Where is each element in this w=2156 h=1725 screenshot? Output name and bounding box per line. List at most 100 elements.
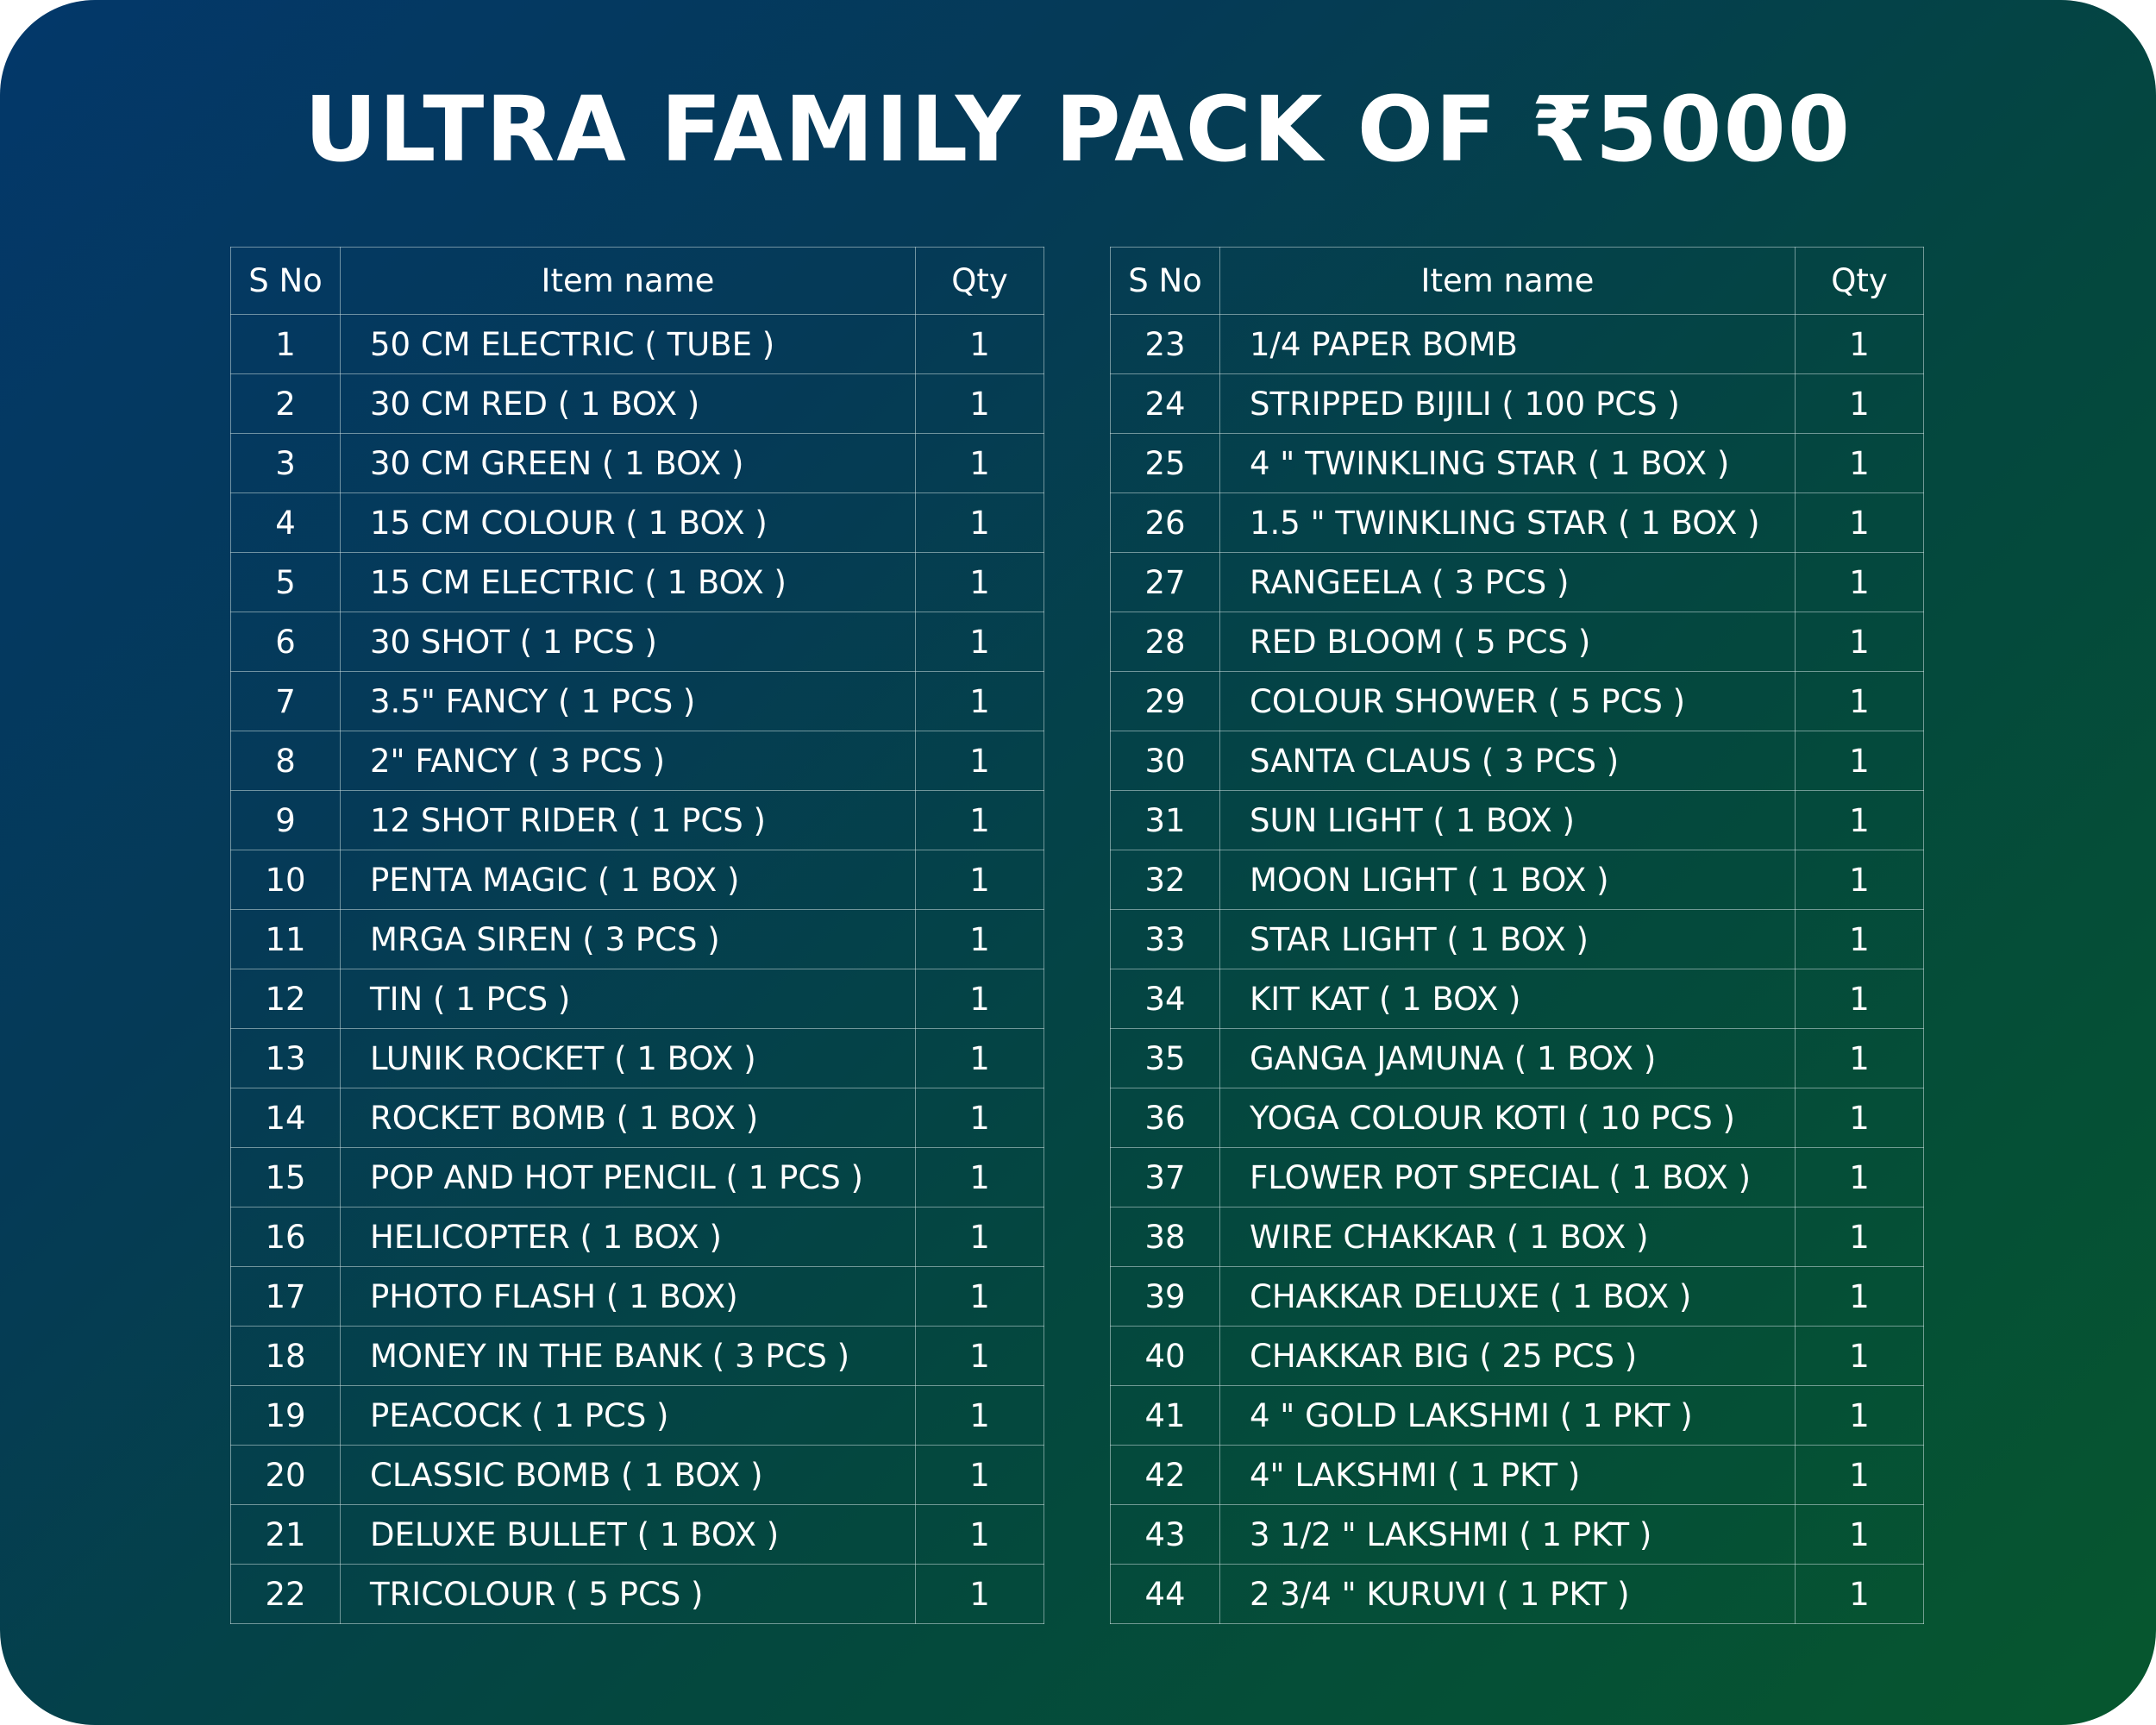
row-qty: 1 [915, 314, 1044, 374]
row-sno: 1 [230, 314, 341, 374]
table-row: 17 PHOTO FLASH ( 1 BOX) 1 [230, 1266, 1044, 1327]
row-qty: 1 [915, 1207, 1044, 1267]
items-table-right-body: 23 1/4 PAPER BOMB 1 24 STRIPPED BIJILI ( 100… [1110, 314, 1924, 1624]
row-sno: 43 [1110, 1504, 1220, 1565]
row-qty: 1 [915, 671, 1044, 731]
table-row: 34 KIT KAT ( 1 BOX ) 1 [1110, 969, 1924, 1029]
row-item-name: MRGA SIREN ( 3 PCS ) [340, 909, 916, 969]
table-row: 1 50 CM ELECTRIC ( TUBE ) 1 [230, 314, 1044, 374]
row-item-name: CHAKKAR DELUXE ( 1 BOX ) [1219, 1266, 1796, 1327]
row-qty: 1 [1795, 969, 1924, 1029]
row-qty: 1 [1795, 850, 1924, 910]
row-qty: 1 [915, 373, 1044, 434]
table-row: 26 1.5 " TWINKLING STAR ( 1 BOX ) 1 [1110, 492, 1924, 553]
row-item-name: 30 SHOT ( 1 PCS ) [340, 612, 916, 672]
row-item-name: PENTA MAGIC ( 1 BOX ) [340, 850, 916, 910]
row-sno: 42 [1110, 1445, 1220, 1505]
table-row: 4 15 CM COLOUR ( 1 BOX ) 1 [230, 492, 1044, 553]
row-item-name: SUN LIGHT ( 1 BOX ) [1219, 790, 1796, 850]
table-row: 13 LUNIK ROCKET ( 1 BOX ) 1 [230, 1028, 1044, 1088]
row-item-name: 15 CM ELECTRIC ( 1 BOX ) [340, 552, 916, 612]
row-item-name: FLOWER POT SPECIAL ( 1 BOX ) [1219, 1147, 1796, 1208]
table-row: 36 YOGA COLOUR KOTI ( 10 PCS ) 1 [1110, 1088, 1924, 1148]
table-row: 44 2 3/4 " KURUVI ( 1 PKT ) 1 [1110, 1564, 1924, 1624]
row-sno: 7 [230, 671, 341, 731]
items-table-left: S No Item name Qty 1 50 CM ELECTRIC ( TUB… [230, 247, 1044, 1624]
row-item-name: 30 CM GREEN ( 1 BOX ) [340, 433, 916, 493]
row-sno: 19 [230, 1385, 341, 1446]
row-item-name: MOON LIGHT ( 1 BOX ) [1219, 850, 1796, 910]
table-row: 20 CLASSIC BOMB ( 1 BOX ) 1 [230, 1445, 1044, 1505]
row-qty: 1 [1795, 1088, 1924, 1148]
table-row: 31 SUN LIGHT ( 1 BOX ) 1 [1110, 790, 1924, 850]
table-row: 12 TIN ( 1 PCS ) 1 [230, 969, 1044, 1029]
table-row: 6 30 SHOT ( 1 PCS ) 1 [230, 612, 1044, 672]
row-sno: 38 [1110, 1207, 1220, 1267]
row-item-name: 12 SHOT RIDER ( 1 PCS ) [340, 790, 916, 850]
row-item-name: POP AND HOT PENCIL ( 1 PCS ) [340, 1147, 916, 1208]
row-qty: 1 [1795, 671, 1924, 731]
row-sno: 22 [230, 1564, 341, 1624]
row-qty: 1 [1795, 1445, 1924, 1505]
row-qty: 1 [915, 1564, 1044, 1624]
row-sno: 9 [230, 790, 341, 850]
row-qty: 1 [915, 1147, 1044, 1208]
row-sno: 18 [230, 1326, 341, 1386]
row-item-name: 50 CM ELECTRIC ( TUBE ) [340, 314, 916, 374]
row-item-name: 2" FANCY ( 3 PCS ) [340, 731, 916, 791]
header-qty: Qty [1795, 247, 1924, 315]
row-sno: 12 [230, 969, 341, 1029]
row-sno: 15 [230, 1147, 341, 1208]
table-row: 28 RED BLOOM ( 5 PCS ) 1 [1110, 612, 1924, 672]
row-sno: 25 [1110, 433, 1220, 493]
row-item-name: 3.5" FANCY ( 1 PCS ) [340, 671, 916, 731]
table-row: 25 4 " TWINKLING STAR ( 1 BOX ) 1 [1110, 433, 1924, 493]
row-sno: 21 [230, 1504, 341, 1565]
row-sno: 17 [230, 1266, 341, 1327]
row-sno: 35 [1110, 1028, 1220, 1088]
row-item-name: HELICOPTER ( 1 BOX ) [340, 1207, 916, 1267]
row-item-name: STRIPPED BIJILI ( 100 PCS ) [1219, 373, 1796, 434]
row-item-name: 4 " GOLD LAKSHMI ( 1 PKT ) [1219, 1385, 1796, 1446]
table-row: 10 PENTA MAGIC ( 1 BOX ) 1 [230, 850, 1044, 910]
row-sno: 37 [1110, 1147, 1220, 1208]
row-item-name: ROCKET BOMB ( 1 BOX ) [340, 1088, 916, 1148]
row-sno: 28 [1110, 612, 1220, 672]
page-title: ULTRA FAMILY PACK OF ₹5000 [304, 77, 1852, 182]
row-qty: 1 [915, 492, 1044, 553]
header-item-name: Item name [1219, 247, 1796, 315]
table-row: 14 ROCKET BOMB ( 1 BOX ) 1 [230, 1088, 1044, 1148]
row-sno: 11 [230, 909, 341, 969]
row-qty: 1 [915, 790, 1044, 850]
table-row: 33 STAR LIGHT ( 1 BOX ) 1 [1110, 909, 1924, 969]
row-qty: 1 [1795, 1207, 1924, 1267]
row-sno: 27 [1110, 552, 1220, 612]
row-item-name: 1/4 PAPER BOMB [1219, 314, 1796, 374]
row-sno: 23 [1110, 314, 1220, 374]
row-qty: 1 [915, 1504, 1044, 1565]
row-item-name: TIN ( 1 PCS ) [340, 969, 916, 1029]
table-row: 7 3.5" FANCY ( 1 PCS ) 1 [230, 671, 1044, 731]
row-sno: 16 [230, 1207, 341, 1267]
header-sno: S No [230, 247, 341, 315]
row-qty: 1 [915, 909, 1044, 969]
row-qty: 1 [915, 1266, 1044, 1327]
table-row: 30 SANTA CLAUS ( 3 PCS ) 1 [1110, 731, 1924, 791]
row-item-name: YOGA COLOUR KOTI ( 10 PCS ) [1219, 1088, 1796, 1148]
row-item-name: PEACOCK ( 1 PCS ) [340, 1385, 916, 1446]
row-sno: 39 [1110, 1266, 1220, 1327]
table-row: 8 2" FANCY ( 3 PCS ) 1 [230, 731, 1044, 791]
table-row: 38 WIRE CHAKKAR ( 1 BOX ) 1 [1110, 1207, 1924, 1267]
row-item-name: 4" LAKSHMI ( 1 PKT ) [1219, 1445, 1796, 1505]
row-item-name: TRICOLOUR ( 5 PCS ) [340, 1564, 916, 1624]
row-item-name: 30 CM RED ( 1 BOX ) [340, 373, 916, 434]
row-qty: 1 [1795, 373, 1924, 434]
row-sno: 6 [230, 612, 341, 672]
row-sno: 41 [1110, 1385, 1220, 1446]
table-row: 23 1/4 PAPER BOMB 1 [1110, 314, 1924, 374]
row-item-name: MONEY IN THE BANK ( 3 PCS ) [340, 1326, 916, 1386]
row-sno: 26 [1110, 492, 1220, 553]
row-qty: 1 [1795, 433, 1924, 493]
row-sno: 44 [1110, 1564, 1220, 1624]
row-qty: 1 [1795, 492, 1924, 553]
